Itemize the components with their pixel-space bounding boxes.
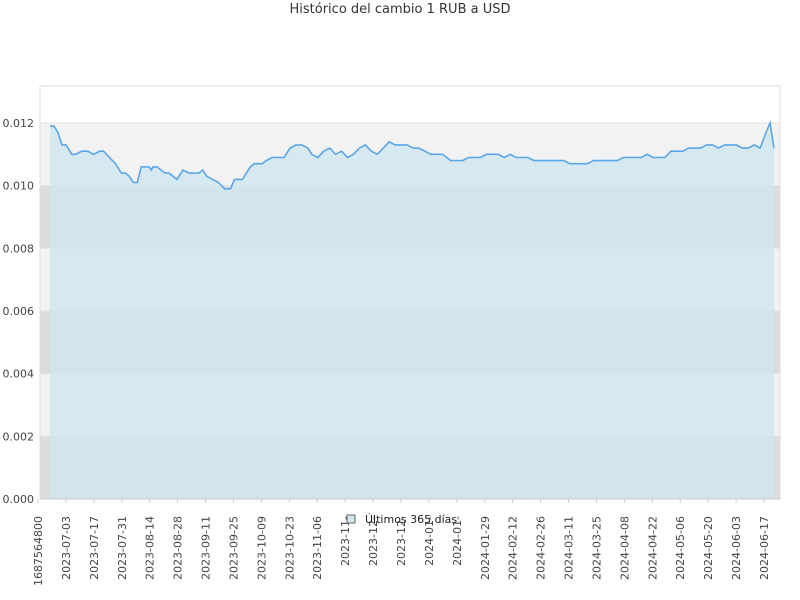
- x-tick-label: 2023-07-17: [88, 516, 101, 580]
- x-tick-label: 2023-12-: [395, 516, 408, 566]
- x-tick-label: 2023-11-06: [311, 516, 324, 580]
- x-tick-label: 2023-11-: [339, 516, 352, 566]
- x-axis-labels: 1687564800 2023-07-03 2023-07-17 2023-07-31…: [32, 499, 771, 586]
- y-tick-label: 0.000: [3, 493, 35, 506]
- x-tick-label: 2024-04-08: [618, 516, 631, 580]
- legend-label-series: Últimos 365 días: [365, 513, 457, 526]
- y-tick-label: 0.006: [3, 305, 35, 318]
- x-tick-label: 2024-03-11: [563, 516, 576, 580]
- x-tick-label: 2024-06-17: [758, 516, 771, 580]
- x-tick-label: 2024-05-20: [702, 516, 715, 580]
- series-line: [50, 120, 775, 190]
- y-tick-label: 0.002: [3, 430, 35, 443]
- x-tick-label: 2024-03-25: [591, 516, 604, 580]
- x-tick-label: 2024-04-22: [646, 516, 659, 580]
- x-tick-label: 2023-08-28: [172, 516, 185, 580]
- x-tick-label: 2024-01-29: [479, 516, 492, 580]
- series-area: [50, 123, 774, 499]
- legend-swatch: [346, 514, 356, 524]
- y-tick-label: 0.008: [3, 242, 35, 255]
- chart-title: Histórico del cambio 1 RUB a USD: [289, 2, 511, 17]
- x-tick-label: 2023-07-03: [60, 516, 73, 580]
- x-tick-label: 2024-01-: [451, 516, 464, 566]
- y-tick-label: 0.004: [3, 368, 35, 381]
- x-tick-label: 2024-06-03: [730, 516, 743, 580]
- x-tick-label: 2023-09-11: [200, 516, 213, 580]
- x-tick-label: 2023-07-31: [116, 516, 129, 580]
- x-tick-label: 2023-10-23: [283, 516, 296, 580]
- y-tick-label: 0.012: [3, 117, 35, 130]
- x-tick-label: 2024-02-26: [535, 516, 548, 580]
- x-tick-label: 2023-09-25: [228, 516, 241, 580]
- x-tick-label: 2024-01-: [423, 516, 436, 566]
- y-axis-labels: 0.000 0.002 0.004 0.006 0.008 0.010 0.012: [3, 117, 35, 506]
- x-tick-label: 2023-12-: [367, 516, 380, 566]
- x-tick-label: 2023-10-09: [255, 516, 268, 580]
- x-tick-label: 2024-05-06: [674, 516, 687, 580]
- plot-band: [40, 86, 780, 123]
- y-tick-label: 0.010: [3, 180, 35, 193]
- x-tick-label: 1687564800: [32, 516, 45, 586]
- x-tick-label: 2023-08-14: [144, 516, 157, 580]
- legend: Últimos 365 días: [346, 513, 457, 526]
- x-tick-label: 2024-02-12: [507, 516, 520, 580]
